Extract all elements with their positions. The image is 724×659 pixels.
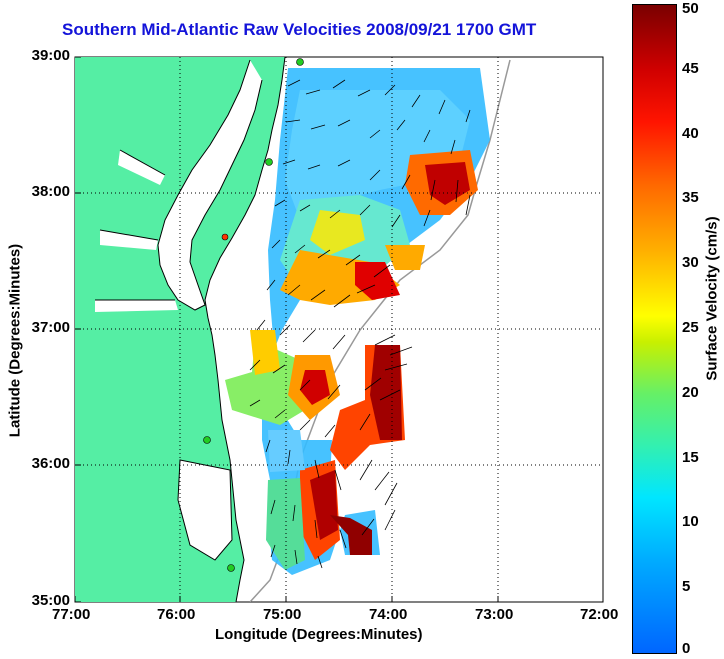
x-tick-label: 77:00 xyxy=(52,606,91,623)
x-tick-label: 76:00 xyxy=(157,606,196,623)
x-tick-label: 74:00 xyxy=(369,606,408,623)
colorbar-label: Surface Velocity (cm/s) xyxy=(703,216,721,381)
grid-lines xyxy=(75,57,603,602)
colorbar-tick-label: 5 xyxy=(682,578,691,596)
map-title: Southern Mid-Atlantic Raw Velocities 200… xyxy=(62,20,537,39)
colorbar-tick-label: 50 xyxy=(682,0,699,17)
colorbar-tick-label: 25 xyxy=(682,319,699,336)
station-marker xyxy=(203,436,211,444)
y-tick-label: 38:00 xyxy=(31,183,70,200)
colorbar-tick-label: 30 xyxy=(682,254,699,272)
y-tick-label: 35:00 xyxy=(31,592,70,609)
station-marker xyxy=(296,58,304,66)
x-axis-label: Longitude (Degrees:Minutes) xyxy=(215,626,423,643)
chesapeake-bay xyxy=(158,60,262,310)
station-marker xyxy=(227,564,235,572)
colorbar-tick-label: 45 xyxy=(682,59,699,77)
colorbar-tick-label: 0 xyxy=(682,640,691,657)
y-tick-label: 36:00 xyxy=(31,455,70,472)
x-tick-label: 73:00 xyxy=(475,606,514,623)
colorbar-tick-label: 20 xyxy=(682,383,699,401)
colorbar-tick-label: 10 xyxy=(682,513,699,531)
y-tick-label: 39:00 xyxy=(31,47,70,64)
colorbar-tick-label: 40 xyxy=(682,124,699,142)
colorbar xyxy=(632,4,677,654)
y-tick-label: 37:00 xyxy=(31,319,70,336)
colorbar-tick-label: 15 xyxy=(682,448,699,466)
velocity-field xyxy=(225,68,490,575)
y-axis-label: Latitude (Degrees:Minutes) xyxy=(6,243,24,438)
colorbar-tick-label: 35 xyxy=(682,189,699,207)
station-marker xyxy=(221,233,229,241)
x-tick-label: 75:00 xyxy=(263,606,302,623)
station-marker xyxy=(265,158,273,166)
x-tick-label: 72:00 xyxy=(580,606,619,623)
velocity-arrows xyxy=(249,79,471,569)
radar-stations xyxy=(203,58,304,572)
